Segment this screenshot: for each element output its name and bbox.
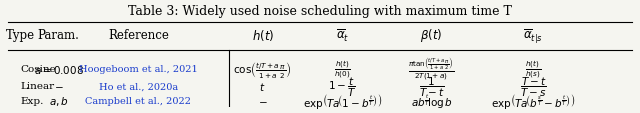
Text: Campbell et al., 2022: Campbell et al., 2022 (85, 97, 191, 106)
Text: $a = 0.008$: $a = 0.008$ (34, 63, 84, 75)
Text: Reference: Reference (108, 29, 169, 42)
Text: Type: Type (6, 29, 35, 42)
Text: Linear: Linear (20, 82, 54, 91)
Text: $\beta(t)$: $\beta(t)$ (420, 27, 443, 44)
Text: $\exp\!\left(Ta\!\left(b^{\frac{s}{T}}-b^{\frac{t}{T}}\right)\right)$: $\exp\!\left(Ta\!\left(b^{\frac{s}{T}}-b… (492, 92, 575, 111)
Text: $\overline{\alpha}_t$: $\overline{\alpha}_t$ (335, 27, 349, 43)
Text: Param.: Param. (38, 29, 79, 42)
Text: Hoogeboom et al., 2021: Hoogeboom et al., 2021 (79, 65, 198, 74)
Text: $\dfrac{T-t}{T-s}$: $\dfrac{T-t}{T-s}$ (520, 75, 547, 98)
Text: $a, b$: $a, b$ (49, 95, 68, 107)
Text: Ho et al., 2020a: Ho et al., 2020a (99, 82, 178, 91)
Text: $h(t)$: $h(t)$ (252, 28, 274, 43)
Text: Table 3: Widely used noise scheduling with maximum time T: Table 3: Widely used noise scheduling wi… (128, 5, 512, 17)
Text: $1 - \dfrac{t}{T}$: $1 - \dfrac{t}{T}$ (328, 75, 356, 98)
Text: $\exp\!\left(Ta\!\left(1-b^{\frac{t}{T}}\right)\right)$: $\exp\!\left(Ta\!\left(1-b^{\frac{t}{T}}… (303, 92, 382, 111)
Text: $\frac{h(t)}{h(s)}$: $\frac{h(t)}{h(s)}$ (525, 59, 541, 80)
Text: $\cos\!\left(\frac{t/T+a}{1+a}\frac{\pi}{2}\right)$: $\cos\!\left(\frac{t/T+a}{1+a}\frac{\pi}… (234, 59, 292, 79)
Text: $\frac{\pi\tan\!\left(\frac{t/T+a}{1+a}\frac{\pi}{2}\right)}{2T(1+a)}$: $\frac{\pi\tan\!\left(\frac{t/T+a}{1+a}\… (408, 56, 454, 82)
Text: $\overline{\alpha}_{t|s}$: $\overline{\alpha}_{t|s}$ (524, 26, 543, 44)
Text: $ab^{\frac{t}{T}}\!\log b$: $ab^{\frac{t}{T}}\!\log b$ (410, 92, 452, 110)
Text: $\frac{h(t)}{h(0)}$: $\frac{h(t)}{h(0)}$ (334, 59, 351, 80)
Text: $-$: $-$ (54, 82, 63, 91)
Text: $t$: $t$ (259, 80, 266, 92)
Text: $\dfrac{1}{T-t}$: $\dfrac{1}{T-t}$ (419, 75, 444, 98)
Text: Cosine: Cosine (20, 65, 56, 74)
Text: Exp.: Exp. (20, 97, 44, 106)
Text: $-$: $-$ (258, 97, 268, 106)
